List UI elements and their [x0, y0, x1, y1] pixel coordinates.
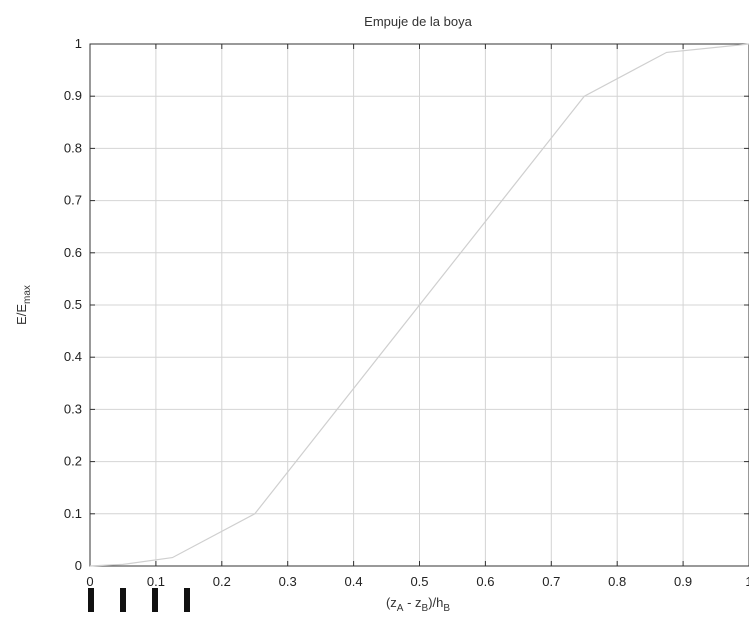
x-tick-label: 0.1 — [147, 574, 165, 589]
y-tick-label: 0.7 — [64, 193, 82, 208]
x-tick-label: 0.3 — [279, 574, 297, 589]
black-mark — [88, 588, 94, 612]
y-tick-label: 0.1 — [64, 506, 82, 521]
x-tick-label: 0.7 — [542, 574, 560, 589]
chart-title: Empuje de la boya — [364, 14, 472, 29]
x-tick-label: 0.6 — [476, 574, 494, 589]
y-tick-label: 0 — [75, 558, 82, 573]
y-tick-label: 0.5 — [64, 297, 82, 312]
x-tick-label: 0.8 — [608, 574, 626, 589]
x-tick-label: 0 — [86, 574, 93, 589]
black-mark — [152, 588, 158, 612]
black-mark — [120, 588, 126, 612]
x-axis-label: (zA - zB)/hB — [386, 595, 450, 614]
y-tick-labels: 0 0.1 0.2 0.3 0.4 0.5 0.6 0.7 0.8 0.9 1 — [64, 36, 82, 573]
y-tick-label: 0.3 — [64, 401, 82, 416]
series-line — [89, 43, 749, 567]
axis-ticks — [89, 43, 749, 567]
y-tick-label: 1 — [75, 36, 82, 51]
black-mark — [184, 588, 190, 612]
x-tick-labels: 0 0.1 0.2 0.3 0.4 0.5 0.6 0.7 0.8 0.9 1 — [86, 574, 749, 589]
y-tick-label: 0.6 — [64, 245, 82, 260]
y-axis-label: E/Emax — [14, 285, 33, 325]
y-tick-label: 0.9 — [64, 88, 82, 103]
x-tick-label: 1 — [745, 574, 749, 589]
x-tick-label: 0.2 — [213, 574, 231, 589]
y-tick-label: 0.2 — [64, 454, 82, 469]
bottom-marks — [88, 588, 190, 612]
x-tick-label: 0.5 — [410, 574, 428, 589]
x-tick-label: 0.4 — [345, 574, 363, 589]
y-tick-label: 0.8 — [64, 140, 82, 155]
y-tick-label: 0.4 — [64, 349, 82, 364]
series-group — [89, 43, 749, 567]
x-tick-label: 0.9 — [674, 574, 692, 589]
